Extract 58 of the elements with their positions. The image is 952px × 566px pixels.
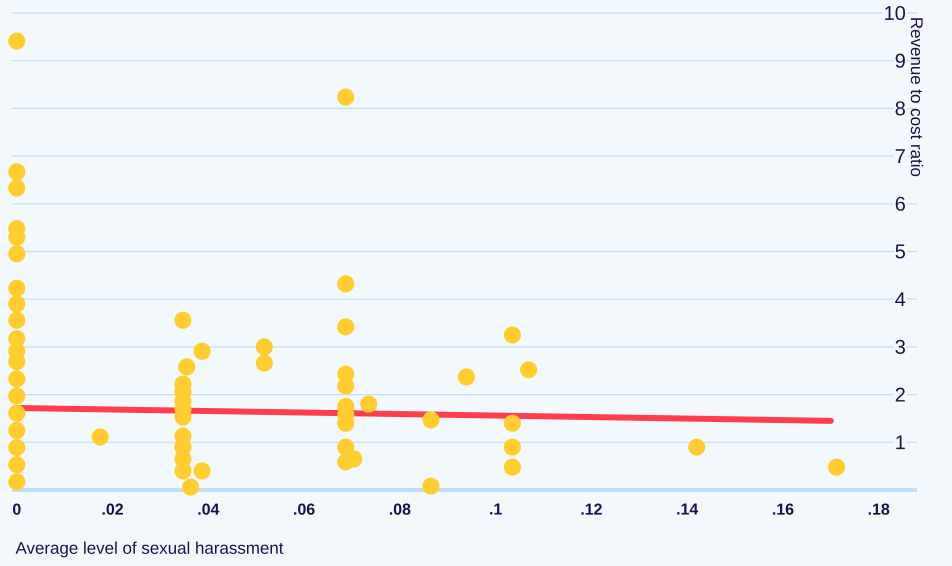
- point: [520, 361, 538, 378]
- point: [688, 438, 706, 456]
- point: [828, 458, 846, 476]
- x-tick-label: .14: [677, 504, 698, 514]
- point: [504, 414, 521, 432]
- point: [8, 245, 26, 262]
- y-tick-label: 8: [896, 101, 905, 116]
- point: [8, 473, 26, 490]
- y-tick-label: 5: [896, 244, 905, 258]
- point: [194, 342, 211, 360]
- x-tick-label: .12: [581, 504, 602, 515]
- y-tick-label: 1: [896, 435, 905, 450]
- y-tick-label: 9: [896, 54, 905, 68]
- point: [360, 396, 378, 413]
- x-tick-label: .1: [490, 504, 502, 514]
- point: [8, 312, 26, 329]
- point: [504, 458, 521, 476]
- point: [337, 275, 354, 292]
- x-tick-label: .18: [868, 504, 890, 515]
- point: [92, 428, 109, 446]
- point: [8, 370, 26, 388]
- x-tick-label: .04: [198, 504, 220, 515]
- y-axis-title: Revenue to cost ratio: [910, 18, 924, 176]
- point: [337, 88, 354, 106]
- x-axis-title: Average level of sexual harassment: [16, 542, 284, 558]
- point: [8, 456, 26, 474]
- x-tick-label: .06: [294, 504, 315, 515]
- point: [178, 358, 196, 376]
- point: [8, 438, 26, 456]
- y-tick-label: 3: [895, 340, 905, 354]
- x-tick-label: .16: [772, 504, 794, 515]
- y-tick-label: 7: [896, 149, 905, 163]
- point: [337, 318, 354, 336]
- point: [8, 387, 26, 405]
- y-tick-label: 10: [885, 6, 906, 20]
- point: [504, 438, 521, 456]
- point: [194, 462, 211, 480]
- point: [8, 163, 26, 180]
- y-tick-label: 4: [895, 292, 906, 306]
- point: [256, 354, 273, 372]
- point: [174, 312, 192, 329]
- point: [8, 404, 26, 422]
- point: [504, 326, 521, 344]
- y-tick-label: 2: [896, 388, 905, 402]
- y-tick-label: 6: [896, 196, 905, 211]
- x-tick-label: .02: [102, 504, 123, 515]
- x-tick-label: .08: [390, 504, 410, 515]
- point: [8, 295, 26, 313]
- point: [8, 422, 26, 439]
- point: [422, 411, 440, 428]
- point: [422, 478, 440, 495]
- point: [8, 32, 26, 50]
- x-tick-label: 0: [12, 504, 21, 515]
- point: [256, 338, 273, 356]
- point: [8, 179, 26, 197]
- point: [8, 280, 26, 297]
- point: [458, 368, 475, 386]
- point: [182, 478, 200, 496]
